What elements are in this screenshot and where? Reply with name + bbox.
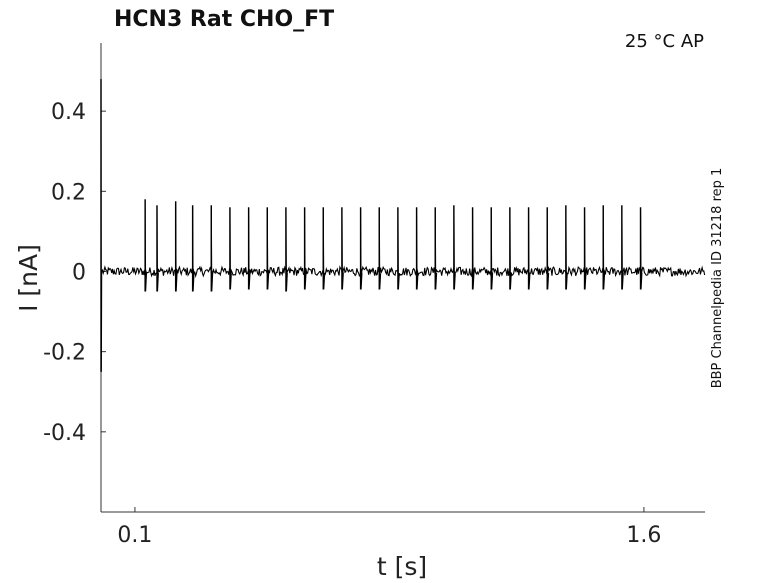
y-tick-label: 0 [72,260,86,285]
condition-annotation: 25 °C AP [625,31,704,52]
current-trace-line [100,79,706,372]
y-tick-label: -0.4 [43,421,86,446]
y-tick-label: 0.2 [51,180,86,205]
x-tick-label: 1.6 [626,523,661,548]
chart-title: HCN3 Rat CHO_FT [114,7,334,32]
y-tick-label: -0.2 [43,341,86,366]
x-tick-label: 0.1 [117,523,152,548]
x-axis-label: t [s] [377,552,427,581]
y-axis-label: I [nA] [14,244,43,312]
source-id-label: BBP Channelpedia ID 31218 rep 1 [710,168,725,389]
y-tick-label: 0.4 [51,100,86,125]
